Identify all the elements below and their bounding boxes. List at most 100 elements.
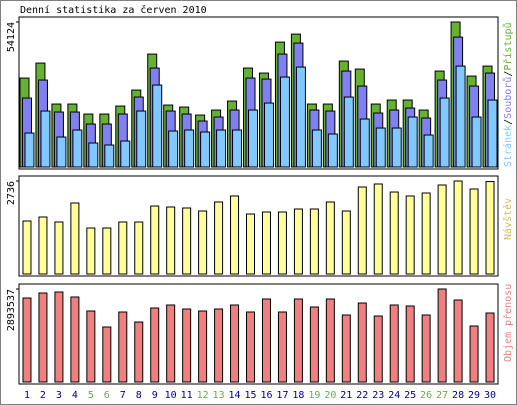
x-tick-label: 20: [324, 390, 336, 401]
bar: [22, 297, 32, 383]
x-tick-label: 9: [152, 390, 158, 401]
bar: [407, 116, 418, 168]
panel: [18, 175, 499, 277]
bar: [453, 180, 463, 275]
x-tick-label: 24: [388, 390, 400, 401]
x-tick-label: 23: [372, 390, 384, 401]
bar: [327, 133, 338, 168]
bar: [437, 184, 447, 275]
bar: [357, 302, 367, 383]
legend-entry: Stránek: [502, 125, 514, 167]
bar: [166, 304, 176, 383]
bar: [88, 142, 99, 168]
x-tick-label: 13: [213, 390, 225, 401]
bar: [246, 311, 256, 383]
bar: [421, 192, 431, 275]
bar: [261, 211, 271, 275]
bar: [279, 76, 290, 168]
bar: [261, 298, 271, 383]
bar: [118, 221, 128, 275]
legend-entry: Návštěv: [502, 198, 514, 240]
bar: [437, 288, 447, 383]
bar: [214, 201, 224, 275]
x-tick-label: 3: [56, 390, 62, 401]
bar: [104, 144, 115, 168]
bar: [198, 310, 208, 383]
x-tick-label: 1: [24, 390, 30, 401]
x-tick-label: 19: [308, 390, 320, 401]
bar: [293, 208, 303, 275]
x-tick-label: 5: [88, 390, 94, 401]
x-tick-label: 8: [136, 390, 142, 401]
bar: [232, 129, 243, 168]
bar: [341, 210, 351, 275]
legend: Návštěv: [502, 198, 514, 240]
bar: [277, 311, 287, 383]
bar: [389, 304, 399, 383]
bar: [423, 134, 434, 168]
bar: [86, 227, 96, 275]
legend-entry: Objem přenosu: [502, 284, 514, 362]
legend: Stránek/Souborů/Přístupů: [502, 22, 514, 167]
bar: [134, 321, 144, 383]
x-tick-label: 12: [197, 390, 209, 401]
bar: [230, 195, 240, 275]
y-tick-label: 54124: [6, 22, 17, 52]
bar: [136, 110, 147, 168]
x-tick-label: 28: [452, 390, 464, 401]
legend-separator: /: [503, 71, 514, 77]
bar: [166, 206, 176, 275]
x-tick-label: 16: [260, 390, 272, 401]
bar: [263, 102, 274, 168]
bar: [309, 306, 319, 383]
bar: [485, 312, 495, 383]
bar: [70, 202, 80, 275]
bar: [214, 308, 224, 383]
bar: [168, 130, 179, 168]
bar: [182, 308, 192, 383]
bar: [182, 207, 192, 275]
bar: [54, 291, 64, 383]
bar: [405, 195, 415, 275]
x-tick-label: 14: [229, 390, 241, 401]
bar: [311, 129, 322, 168]
bar: [40, 110, 51, 168]
bar: [246, 213, 256, 275]
bar: [54, 221, 64, 275]
x-tick-label: 18: [292, 390, 304, 401]
bar: [295, 66, 306, 168]
x-tick-label: 21: [340, 390, 352, 401]
bar: [38, 216, 48, 275]
x-tick-label: 7: [120, 390, 126, 401]
x-tick-label: 4: [72, 390, 78, 401]
x-tick-label: 25: [404, 390, 416, 401]
x-tick-label: 2: [40, 390, 46, 401]
bar: [391, 127, 402, 168]
bar: [471, 116, 482, 168]
bar: [230, 304, 240, 383]
bar: [150, 307, 160, 383]
bar: [70, 296, 80, 383]
bar: [200, 131, 211, 168]
bar: [373, 183, 383, 275]
bar: [102, 326, 112, 383]
legend-entry: Souborů: [502, 77, 514, 119]
bar: [56, 136, 67, 168]
x-tick-label: 15: [244, 390, 256, 401]
bar: [150, 205, 160, 275]
bar: [216, 129, 227, 168]
y-tick-label: 2893537: [6, 289, 17, 331]
bar: [469, 188, 479, 275]
x-tick-label: 11: [181, 390, 193, 401]
legend-separator: /: [503, 119, 514, 125]
panel: [18, 283, 499, 385]
x-tick-label: 22: [356, 390, 368, 401]
bar: [421, 314, 431, 383]
bar: [184, 129, 195, 168]
bar: [309, 208, 319, 275]
bar: [86, 310, 96, 383]
bar: [277, 211, 287, 275]
x-tick-label: 10: [165, 390, 177, 401]
legend: Objem přenosu: [502, 284, 514, 362]
